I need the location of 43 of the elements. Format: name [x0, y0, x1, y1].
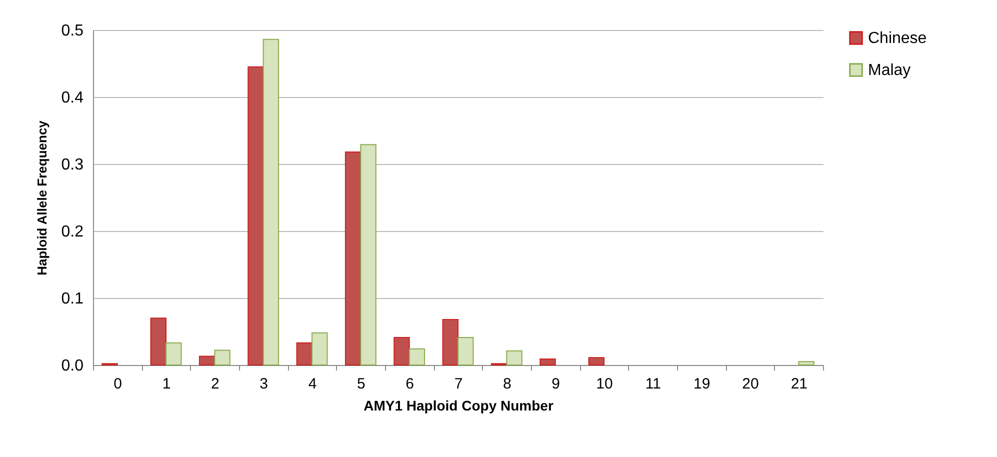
x-tick-label: 8: [502, 376, 512, 392]
y-tick-label: 0.4: [61, 90, 84, 106]
bar: [198, 356, 216, 366]
bar: [214, 350, 230, 366]
bar: [458, 337, 474, 366]
x-tick-label: 1: [162, 376, 171, 392]
bar: [262, 38, 280, 366]
x-tick-label: 20: [742, 376, 759, 392]
legend-label: Chinese: [868, 30, 927, 47]
x-tick-label: 3: [260, 376, 268, 392]
y-tick-label: 0.5: [61, 22, 84, 40]
x-tick-label: 9: [552, 376, 560, 392]
bar: [312, 332, 328, 366]
x-tick-label: 7: [454, 376, 463, 392]
bar: [588, 357, 604, 366]
x-tick-label: 4: [308, 376, 317, 392]
x-tick-label: 10: [596, 376, 613, 392]
bar: [408, 348, 426, 366]
bar: [506, 350, 522, 366]
bar: [540, 358, 556, 366]
bar: [394, 337, 410, 366]
bar: [798, 361, 814, 366]
x-tick-label: 11: [645, 376, 661, 392]
x-tick-label: 2: [210, 376, 220, 392]
y-tick-label: 0.0: [61, 358, 84, 374]
x-axis-title: AMY1 Haploid Copy Number: [364, 398, 554, 414]
legend-label: Malay: [868, 62, 911, 79]
y-tick-label: 0.1: [61, 290, 84, 308]
x-tick-label: 5: [356, 376, 366, 392]
x-tick-label: 19: [693, 376, 710, 392]
bar: [296, 342, 312, 366]
y-axis-title: Haploid Allele Frequency: [34, 120, 50, 276]
bar: [248, 66, 264, 366]
x-tick-label: 6: [406, 376, 414, 392]
bar: [442, 318, 458, 366]
bar: [344, 151, 362, 366]
x-tick-label: 0: [114, 376, 122, 392]
x-tick-label: 21: [790, 376, 808, 392]
y-tick-label: 0.3: [61, 156, 84, 174]
bar: [166, 342, 182, 366]
y-tick-label: 0.2: [61, 224, 84, 240]
bar: [360, 144, 376, 366]
bar: [150, 318, 166, 366]
